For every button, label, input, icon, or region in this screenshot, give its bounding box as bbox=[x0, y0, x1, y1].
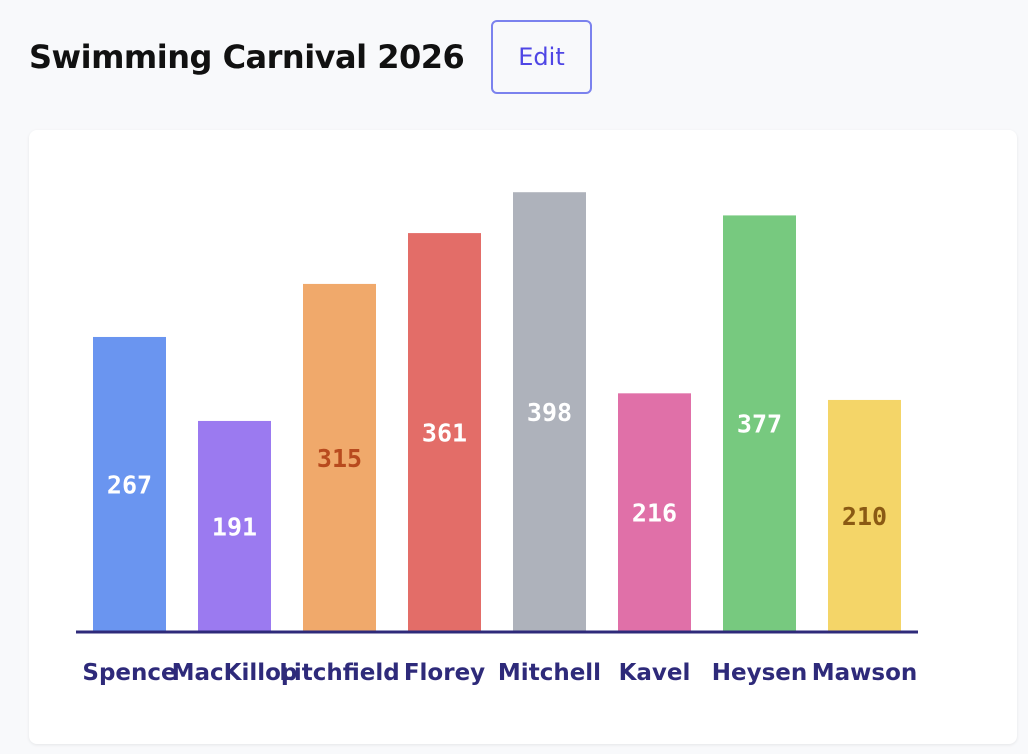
bar-kavel bbox=[618, 393, 691, 632]
bar-spence bbox=[93, 336, 166, 632]
bar-mitchell bbox=[513, 192, 586, 632]
bar-florey bbox=[408, 233, 481, 632]
bar-mackillop bbox=[198, 420, 271, 632]
data-label: 398 bbox=[527, 398, 572, 427]
x-tick-label: Heysen bbox=[712, 660, 808, 686]
bar-mawson bbox=[828, 399, 901, 632]
data-label: 377 bbox=[737, 410, 782, 439]
data-label: 361 bbox=[422, 419, 467, 448]
x-tick-label: MacKillop bbox=[172, 660, 298, 686]
x-tick-label: Kavel bbox=[619, 660, 691, 686]
x-tick-label: Mitchell bbox=[498, 660, 601, 686]
bar-litchfield bbox=[303, 283, 376, 632]
edit-button[interactable]: Edit bbox=[491, 20, 592, 94]
x-tick-label: Spence bbox=[82, 660, 176, 686]
data-label: 315 bbox=[317, 444, 362, 473]
data-label: 210 bbox=[842, 502, 887, 531]
x-tick-label: Florey bbox=[404, 660, 485, 686]
bar-heysen bbox=[723, 215, 796, 633]
page-title: Swimming Carnival 2026 bbox=[29, 38, 465, 76]
data-label: 216 bbox=[632, 499, 677, 528]
x-tick-label: Litchfield bbox=[279, 660, 400, 686]
x-tick-label: Mawson bbox=[812, 660, 918, 686]
data-label: 267 bbox=[107, 470, 152, 499]
data-label: 191 bbox=[212, 512, 257, 541]
